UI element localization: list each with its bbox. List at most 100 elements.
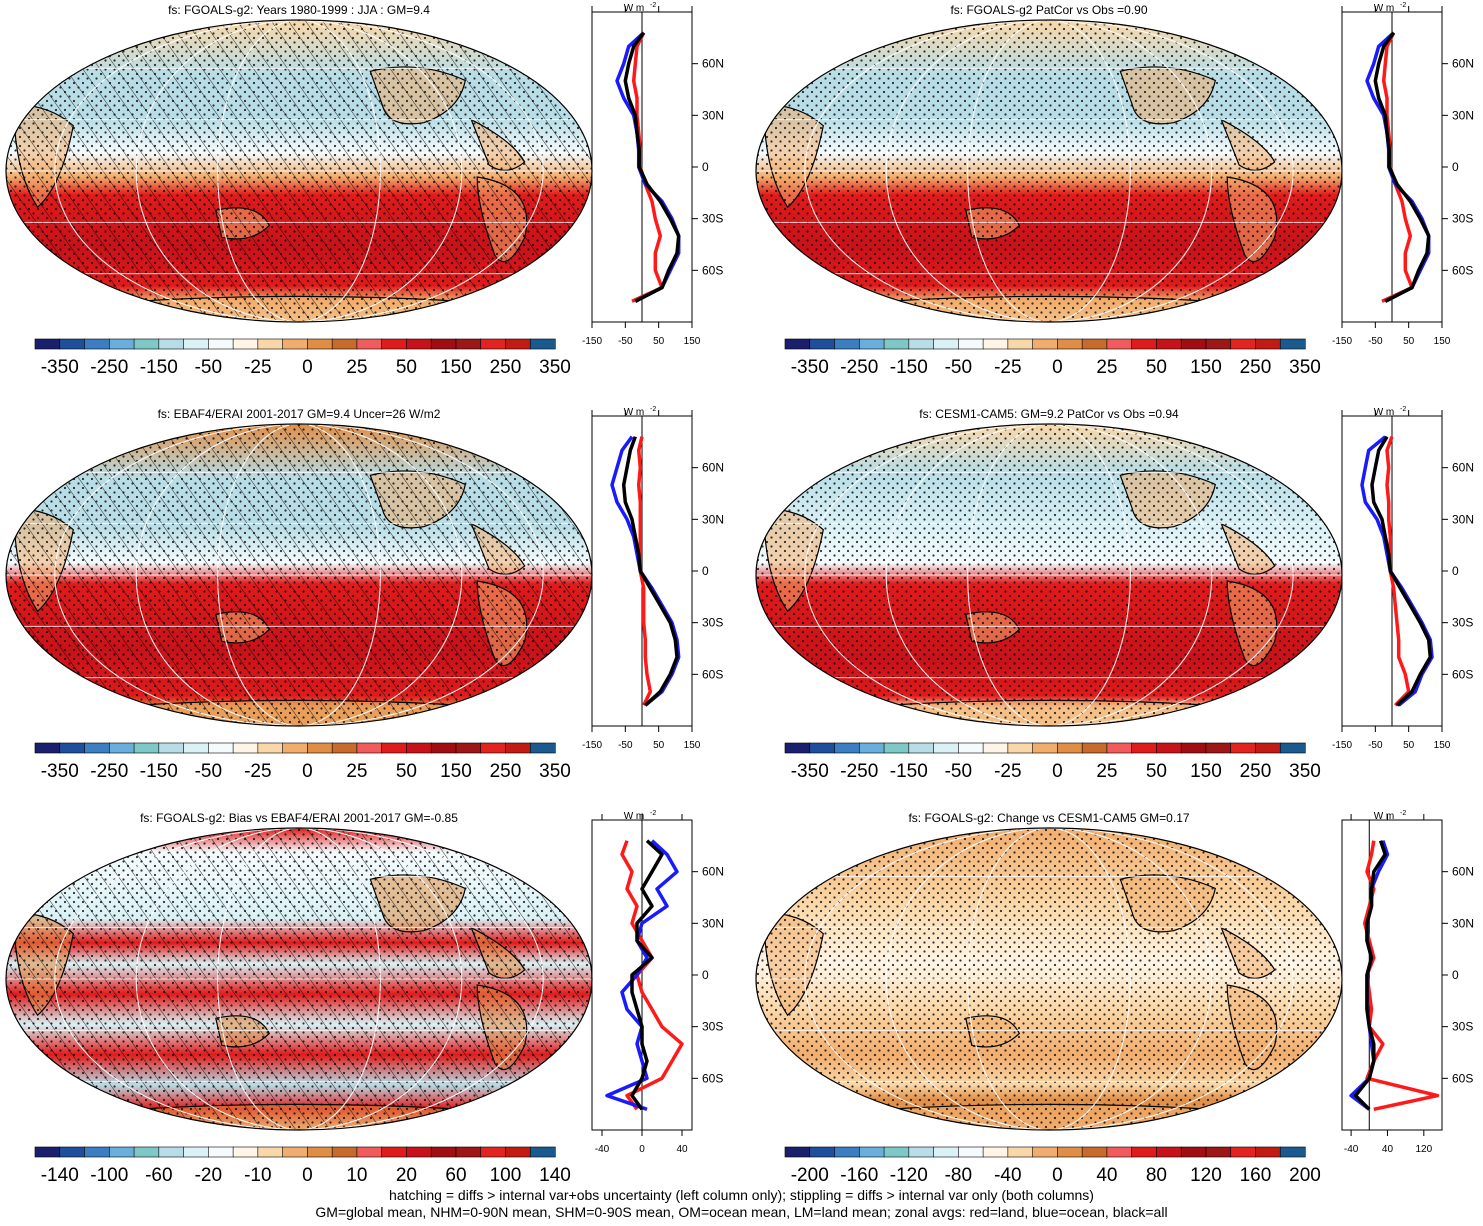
colorbar-label: -150: [890, 761, 928, 782]
colorbar-label: 350: [539, 761, 571, 782]
colorbar-swatch: [257, 742, 284, 754]
colorbar-swatch: [784, 338, 811, 350]
zonal-xtick-label: 150: [684, 336, 701, 347]
graticule-lon: [967, 828, 1131, 1130]
colorbar-swatch: [1156, 1146, 1182, 1158]
colorbar-label: -250: [90, 761, 128, 782]
graticule-lon: [885, 424, 1213, 726]
panel-title: fs: CESM1-CAM5: GM=9.2 PatCor vs Obs =0.…: [919, 407, 1179, 421]
colorbar-swatch: [331, 338, 358, 350]
colorbar-label: -50: [945, 761, 972, 782]
colorbar-swatch: [1180, 742, 1207, 754]
colorbar-swatch: [1032, 338, 1058, 350]
panel-title: fs: FGOALS-g2: Change vs CESM1-CAM5 GM=0…: [908, 811, 1189, 825]
colorbar-swatch: [34, 1146, 61, 1158]
panel-model-climatology: fs: FGOALS-g2: Years 1980-1999 : JJA : G…: [5, 2, 724, 378]
colorbar-swatch: [933, 742, 959, 754]
colorbar-swatch: [908, 742, 935, 754]
colorbar-swatch: [59, 1146, 86, 1158]
colorbar-label: 20: [396, 1165, 417, 1186]
zonal-xtick-label: -50: [1368, 740, 1383, 751]
zonal-lat-label: 60N: [1452, 461, 1474, 475]
colorbar-swatch: [208, 1146, 234, 1158]
colorbar-swatch: [406, 742, 432, 754]
colorbar-swatch: [59, 742, 86, 754]
colorbar-swatch: [1081, 742, 1108, 754]
zonal-lat-label: 30S: [702, 1020, 723, 1034]
colorbar-swatch: [958, 1146, 984, 1158]
colorbar-swatch: [1230, 742, 1257, 754]
zonal-xtick-label: 150: [684, 740, 701, 751]
colorbar-swatch: [505, 1146, 531, 1158]
colorbar-swatch: [1106, 742, 1133, 754]
colorbar-swatch: [958, 338, 984, 350]
colorbar-swatch: [1057, 1146, 1083, 1158]
colorbar-swatch: [1205, 1146, 1232, 1158]
colorbar-swatch: [108, 338, 135, 350]
colorbar-label: 50: [1146, 761, 1167, 782]
colorbar-label: 100: [490, 1165, 522, 1186]
colorbar-swatch: [529, 338, 556, 350]
colorbar-label: 10: [346, 1165, 367, 1186]
zonal-lat-label: 30N: [702, 108, 724, 122]
colorbar-swatch: [430, 1146, 457, 1158]
colorbar-label: -150: [890, 357, 928, 378]
zonal-lat-label: 30S: [1452, 616, 1473, 630]
colorbar-label: -140: [41, 1165, 79, 1186]
colorbar-label: 150: [1190, 761, 1222, 782]
colorbar-label: 25: [346, 761, 367, 782]
colorbar-label: 0: [1052, 1165, 1063, 1186]
colorbar-swatch: [158, 338, 185, 350]
zonal-xtick-label: -150: [1332, 336, 1352, 347]
zonal-xtick-label: 150: [1434, 740, 1451, 751]
colorbar-swatch: [1057, 338, 1083, 350]
colorbar-swatch: [1081, 1146, 1108, 1158]
colorbar-swatch: [158, 1146, 185, 1158]
colorbar-swatch: [809, 1146, 836, 1158]
colorbar-swatch: [834, 338, 860, 350]
colorbar-label: -160: [840, 1165, 878, 1186]
graticule-lon: [804, 424, 1294, 726]
colorbar-swatch: [108, 742, 135, 754]
colorbar-swatch: [1230, 1146, 1257, 1158]
zonal-lat-label: 30N: [1452, 512, 1474, 526]
colorbar-swatch: [480, 338, 507, 350]
zonal-xtick-label: 40: [1382, 1144, 1394, 1155]
colorbar-label: 0: [1052, 761, 1063, 782]
colorbar-swatch: [208, 742, 234, 754]
colorbar-swatch: [34, 338, 61, 350]
colorbar-swatch: [933, 338, 959, 350]
colorbar-label: 140: [539, 1165, 571, 1186]
panel-title: fs: FGOALS-g2 PatCor vs Obs =0.90: [950, 3, 1147, 17]
zonal-lat-label: 0: [702, 160, 709, 174]
colorbar-label: -120: [890, 1165, 928, 1186]
map-model-patcor: [756, 20, 1342, 322]
colorbar-swatch: [406, 338, 432, 350]
colorbar-swatch: [908, 1146, 935, 1158]
colorbar-swatch: [784, 1146, 811, 1158]
colorbar-label: -25: [244, 357, 271, 378]
colorbar-swatch: [1057, 742, 1083, 754]
zonal-lat-label: 0: [702, 564, 709, 578]
zonal-lat-label: 30N: [702, 512, 724, 526]
zonal-xtick-label: 0: [639, 1144, 645, 1155]
zonal-lat-label: 30N: [1452, 108, 1474, 122]
zonal-series-all: [621, 436, 679, 707]
colorbar-swatch: [356, 1146, 383, 1158]
colorbar-label: -25: [994, 761, 1021, 782]
zonal-xtick-label: 150: [1434, 336, 1451, 347]
zonal-xtick-label: 50: [653, 740, 665, 751]
zonal-lat-label: 60S: [1452, 1071, 1473, 1085]
colorbar-swatch: [1131, 742, 1158, 754]
colorbar-swatch: [455, 338, 482, 350]
zonal-lat-label: 30N: [702, 916, 724, 930]
colorbar-label: 160: [1240, 1165, 1272, 1186]
colorbar-label: -100: [90, 1165, 128, 1186]
colorbar-swatch: [982, 338, 1009, 350]
colorbar-label: 80: [1146, 1165, 1167, 1186]
zonal-units-label: W m: [1374, 811, 1395, 822]
colorbar-label: 250: [1240, 761, 1272, 782]
colorbar-swatch: [505, 338, 531, 350]
colorbar-swatch: [809, 338, 836, 350]
zonal-lat-label: 30N: [1452, 916, 1474, 930]
